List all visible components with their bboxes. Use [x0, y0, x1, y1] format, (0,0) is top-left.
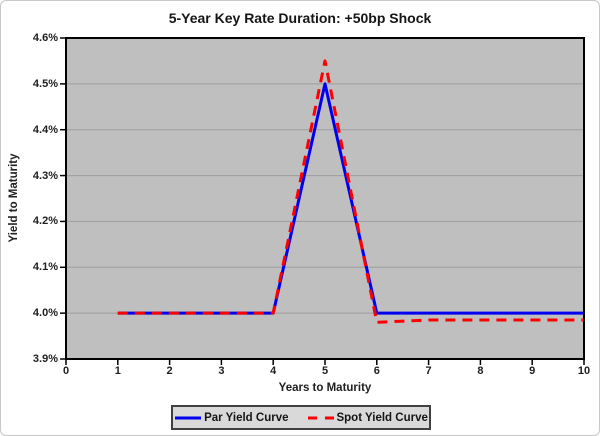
spot-yield-curve-line	[117, 59, 584, 324]
x-tick-label: 10	[577, 365, 591, 377]
par-yield-line-swatch	[175, 416, 202, 419]
y-tick-label: 4.6%	[32, 32, 58, 44]
x-tick-label: 7	[425, 365, 432, 377]
y-tick-label: 4.2%	[32, 215, 58, 228]
y-tick-label: 4.1%	[32, 261, 58, 274]
chart-title: 5-Year Key Rate Duration: +50bp Shock	[168, 10, 432, 26]
x-tick-label: 5	[321, 365, 329, 377]
x-tick-label: 2	[166, 365, 173, 377]
spot-yield-line-swatch	[308, 416, 335, 419]
y-axis-title: Yield to Maturity	[8, 153, 20, 243]
y-tick-label: 4.0%	[32, 307, 58, 320]
legend: Par Yield Curve Spot Yield Curve	[171, 405, 431, 430]
legend-item-spot-yield-curve: Spot Yield Curve	[308, 411, 428, 424]
legend-label-par-yield-curve: Par Yield Curve	[204, 411, 289, 424]
x-tick-label: 1	[114, 365, 121, 377]
plot-area	[66, 38, 584, 359]
x-tick-label: 9	[529, 365, 536, 377]
y-tick-label: 4.4%	[32, 123, 58, 136]
legend-item-par-yield-curve: Par Yield Curve	[174, 412, 288, 424]
x-tick-label: 6	[373, 365, 380, 377]
x-tick-label: 0	[62, 365, 70, 377]
x-tick-label: 4	[270, 365, 277, 377]
legend-label-spot-yield-curve: Spot Yield Curve	[336, 411, 428, 424]
y-tick-label: 4.5%	[32, 77, 58, 90]
x-tick-label: 8	[477, 365, 484, 377]
y-tick-label: 4.3%	[32, 169, 58, 182]
x-tick-label: 3	[218, 365, 225, 377]
y-tick-label: 3.9%	[32, 353, 58, 365]
x-axis-title: Years to Maturity	[278, 382, 372, 394]
